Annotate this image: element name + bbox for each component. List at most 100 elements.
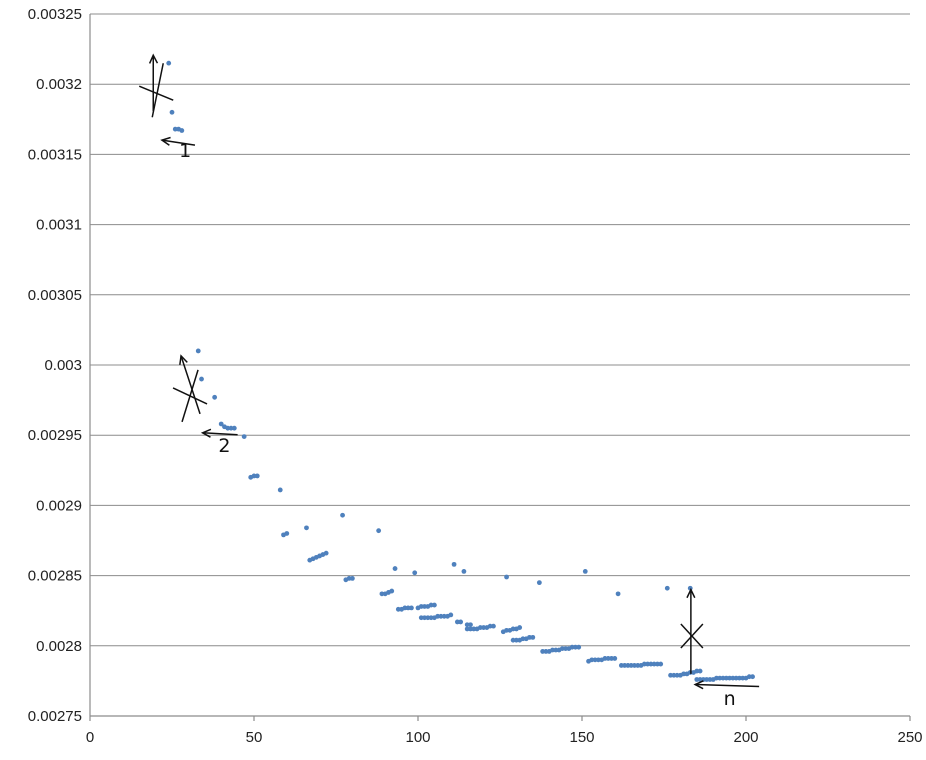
data-point	[510, 637, 516, 643]
x-tick-labels: 0 50 100 150 200 250	[86, 729, 923, 746]
arrow-shaft	[695, 683, 760, 688]
data-point	[464, 626, 470, 632]
data-point	[477, 625, 483, 630]
data-point	[750, 674, 755, 680]
data-point	[346, 576, 352, 581]
data-point	[668, 672, 673, 678]
data-point	[674, 672, 680, 678]
arrow-head	[148, 53, 159, 64]
data-point	[730, 675, 736, 681]
data-point	[559, 646, 565, 652]
data-point	[195, 348, 201, 354]
data-point	[428, 602, 434, 608]
cross-stroke	[151, 63, 164, 118]
data-point	[517, 625, 523, 630]
data-point	[481, 625, 486, 630]
data-point	[395, 606, 401, 612]
data-point	[589, 657, 595, 663]
data-point	[569, 644, 575, 650]
data-point	[530, 634, 536, 640]
x-tick-label: 250	[897, 729, 922, 746]
y-tick-label: 0.00275	[28, 708, 82, 725]
annotation-labels: 1 2 n	[179, 140, 736, 710]
data-point	[376, 528, 382, 534]
data-point	[697, 677, 703, 682]
data-point	[458, 619, 464, 625]
data-point	[704, 677, 710, 682]
arrow-head	[693, 680, 704, 690]
data-point	[605, 656, 611, 661]
data-point	[527, 634, 532, 640]
annotation-label: 1	[179, 140, 191, 162]
data-point	[350, 576, 355, 581]
data-point	[602, 656, 608, 661]
data-point	[658, 661, 664, 667]
arrow-shaft	[202, 432, 238, 436]
data-point	[432, 602, 437, 608]
data-point	[241, 434, 247, 440]
data-point	[284, 531, 290, 536]
data-point	[225, 425, 231, 431]
axis-layer	[89, 14, 911, 721]
arrow-head	[160, 136, 171, 146]
data-point	[461, 568, 467, 574]
data-point	[422, 615, 427, 621]
data-point	[438, 613, 444, 619]
data-point	[632, 663, 637, 668]
data-point	[618, 663, 624, 668]
data-points	[166, 60, 755, 682]
x-tick-label: 200	[733, 729, 758, 746]
data-point	[228, 425, 234, 431]
data-point	[573, 644, 578, 650]
data-point	[723, 675, 729, 681]
data-point	[491, 623, 496, 629]
data-point	[514, 637, 519, 643]
data-point	[441, 613, 447, 619]
cross-stroke	[138, 85, 174, 101]
y-tick-label: 0.00285	[28, 568, 82, 585]
data-point	[582, 568, 588, 574]
arrow-head	[179, 354, 188, 365]
data-point	[389, 588, 395, 594]
data-point	[451, 561, 457, 567]
data-point	[379, 591, 385, 597]
data-point	[418, 604, 424, 609]
data-point	[231, 425, 237, 431]
y-tick-label: 0.0028	[36, 638, 82, 655]
data-point	[746, 674, 752, 680]
data-point	[648, 661, 654, 667]
data-point	[254, 473, 260, 479]
data-point	[615, 591, 621, 597]
data-point	[504, 627, 509, 633]
data-point	[428, 615, 434, 621]
data-point	[464, 622, 470, 628]
annotation-label: 2	[218, 435, 230, 457]
data-point	[609, 656, 614, 661]
data-point	[563, 646, 568, 652]
data-point	[625, 663, 631, 668]
annotation-label: n	[724, 688, 736, 710]
data-point	[212, 394, 218, 400]
cross-stroke	[181, 369, 199, 423]
data-point	[323, 550, 329, 556]
data-point	[340, 512, 345, 518]
data-point	[504, 574, 509, 580]
x-tick-label: 150	[569, 729, 594, 746]
data-point	[405, 605, 411, 611]
y-tick-label: 0.00325	[28, 6, 82, 23]
data-point	[418, 615, 424, 621]
data-point	[412, 570, 418, 576]
data-point	[402, 605, 408, 611]
y-tick-label: 0.0029	[36, 497, 82, 514]
data-point	[468, 622, 473, 628]
data-point	[179, 128, 185, 133]
data-point	[543, 649, 549, 654]
grid-layer	[90, 13, 910, 647]
data-point	[169, 109, 175, 115]
data-point	[172, 126, 178, 132]
data-point	[487, 623, 493, 629]
data-point	[251, 473, 257, 479]
data-point	[304, 525, 309, 531]
x-tick-label: 0	[86, 729, 94, 746]
data-point	[714, 675, 719, 681]
